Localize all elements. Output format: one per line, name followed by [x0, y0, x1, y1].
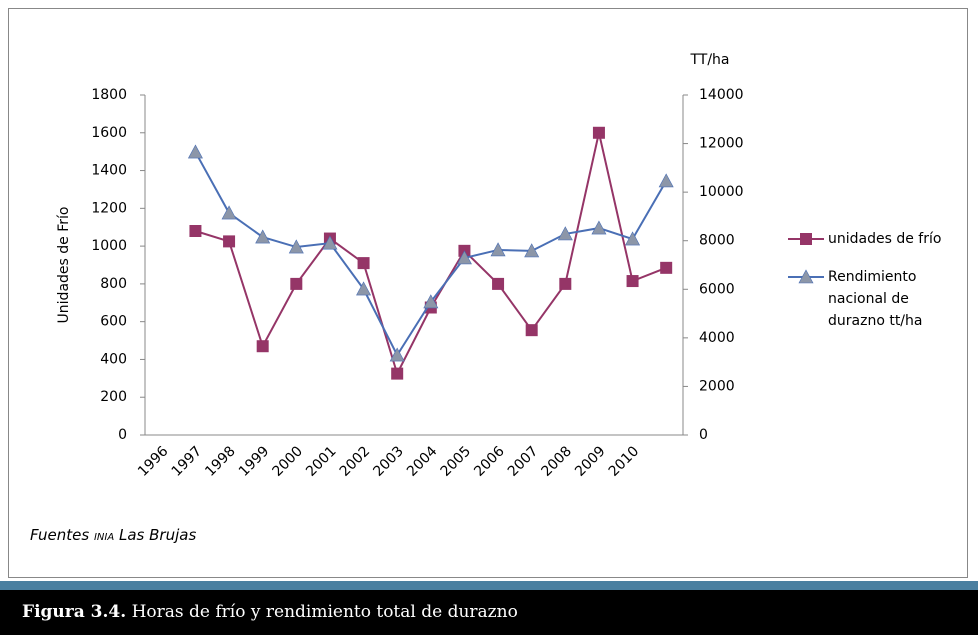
y-tick-label: 0: [118, 427, 127, 443]
legend-swatch: [788, 269, 824, 284]
y-tick-label: 1600: [91, 125, 127, 141]
point: [658, 173, 674, 188]
point: [290, 277, 303, 290]
legend: unidades de frío Rendimiento nacional de …: [788, 228, 948, 348]
figure-text: Horas de frío y rendimiento total de dur…: [131, 602, 518, 622]
y-tick-label: 200: [100, 389, 127, 405]
y-tick-label: 1800: [91, 87, 127, 103]
y2-tick-label: 6000: [699, 281, 735, 297]
point: [255, 229, 271, 244]
legend-item: unidades de frío: [788, 228, 948, 250]
point: [423, 294, 439, 309]
point: [559, 277, 572, 290]
point: [357, 257, 370, 270]
y-tick-label: 600: [100, 314, 127, 330]
x-tick-label: 1997: [169, 443, 206, 480]
point: [490, 242, 506, 257]
point: [389, 347, 405, 362]
y2-tick-label: 4000: [699, 330, 735, 346]
y-tick-label: 400: [100, 351, 127, 367]
x-tick-label: 2010: [606, 443, 643, 480]
source-org: INIA: [93, 532, 115, 543]
y2-tick-label: 8000: [699, 233, 735, 249]
point: [356, 281, 372, 296]
point: [592, 126, 605, 139]
x-tick-label: 2004: [404, 443, 441, 480]
y-axis-label: Unidades de Frío: [56, 207, 72, 324]
point: [660, 261, 673, 274]
y2-tick-label: 12000: [699, 136, 744, 152]
x-tick-label: 2006: [471, 443, 508, 480]
point: [625, 231, 641, 246]
x-tick-label: 2008: [538, 443, 575, 480]
x-tick-label: 2009: [572, 443, 609, 480]
point: [187, 144, 203, 159]
point: [525, 324, 538, 337]
point: [524, 243, 540, 258]
legend-item: Rendimiento nacional de durazno tt/ha: [788, 266, 948, 332]
y-tick-label: 1200: [91, 200, 127, 216]
point: [256, 340, 269, 353]
point: [189, 225, 202, 237]
y2-tick-label: 2000: [699, 378, 735, 394]
point: [456, 250, 472, 265]
frame: [8, 8, 968, 578]
x-tick-label: 2005: [438, 443, 475, 480]
series-line: [195, 132, 667, 377]
point: [221, 205, 237, 220]
legend-swatch: [788, 233, 824, 245]
x-tick-label: 2000: [269, 443, 306, 480]
y-tick-label: 1000: [91, 238, 127, 254]
legend-label: Rendimiento nacional de durazno tt/ha: [828, 269, 923, 329]
x-tick-label: 1999: [236, 443, 273, 480]
y2-tick-label: 14000: [699, 87, 744, 103]
point: [288, 239, 304, 254]
y-tick-label: 1400: [91, 163, 127, 179]
source-rest: Las Brujas: [118, 526, 197, 544]
point: [591, 220, 607, 235]
y2-tick-label: 0: [699, 427, 708, 443]
series-line: [194, 151, 668, 358]
y2-axis-label: TT/ha: [689, 52, 729, 68]
point: [492, 277, 505, 290]
x-tick-label: 2001: [303, 443, 340, 480]
point: [223, 235, 236, 248]
legend-marker: [800, 233, 812, 245]
figure-label: Figura 3.4.: [22, 602, 127, 622]
y2-tick-label: 10000: [699, 184, 744, 200]
x-tick-label: 2002: [337, 443, 374, 480]
point: [557, 226, 573, 241]
caption-bar: Figura 3.4. Horas de frío y rendimiento …: [0, 590, 978, 635]
chart: Unidades de Frío TT/ha 0 200 400 600 800 1000…: [56, 52, 744, 480]
y-tick-label: 800: [100, 276, 127, 292]
point: [391, 367, 404, 380]
x-tick-label: 1998: [202, 443, 239, 480]
source-note: Fuentes INIA Las Brujas: [30, 526, 196, 544]
accent-bar: [0, 581, 978, 590]
x-tick-label: 2007: [505, 443, 542, 480]
source-prefix: Fuentes: [30, 526, 90, 544]
point: [322, 235, 338, 250]
legend-marker: [798, 269, 814, 284]
legend-label: unidades de frío: [828, 231, 942, 247]
point: [626, 275, 639, 288]
x-tick-label: 2003: [370, 443, 407, 480]
x-tick-label: 1996: [135, 443, 172, 480]
